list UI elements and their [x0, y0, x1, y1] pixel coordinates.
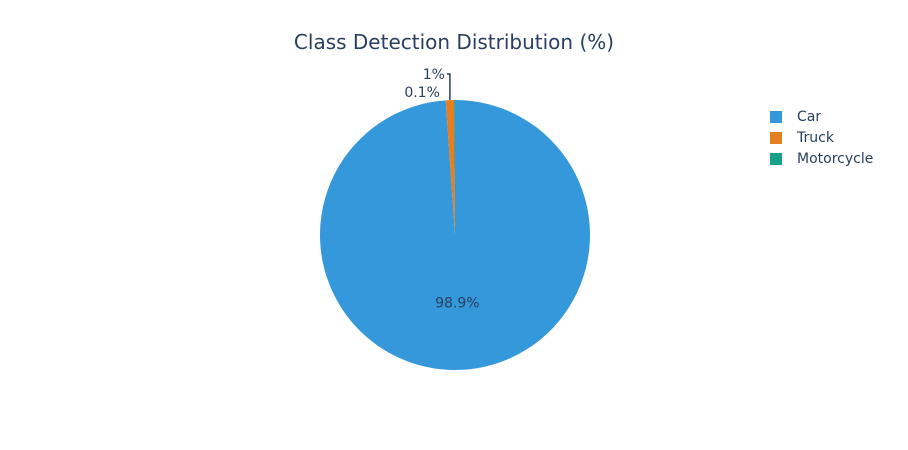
data-label-motorcycle: 0.1% [404, 85, 440, 101]
legend-swatch-car [770, 110, 782, 123]
data-label-truck: 1% [423, 67, 445, 83]
legend-label-motorcycle: Motorcycle [797, 150, 874, 167]
pie-slice-truck[interactable] [445, 100, 455, 236]
chart-title: Class Detection Distribution (%) [293, 30, 615, 54]
legend-item-motorcycle[interactable]: Motorcycle [770, 148, 873, 169]
legend-swatch-truck [770, 131, 782, 144]
legend-label-car: Car [797, 108, 822, 125]
legend-swatch-motorcycle [770, 152, 782, 165]
legend-item-car[interactable]: Car [770, 106, 873, 127]
data-label-car: 98.9% [435, 295, 479, 311]
pie-slice-car[interactable] [320, 100, 591, 371]
pie-slice-motorcycle[interactable] [454, 100, 455, 235]
legend: Car Truck Motorcycle [770, 106, 873, 169]
leader-line-truck [446, 73, 451, 101]
legend-item-truck[interactable]: Truck [770, 127, 873, 148]
legend-label-truck: Truck [797, 129, 834, 146]
